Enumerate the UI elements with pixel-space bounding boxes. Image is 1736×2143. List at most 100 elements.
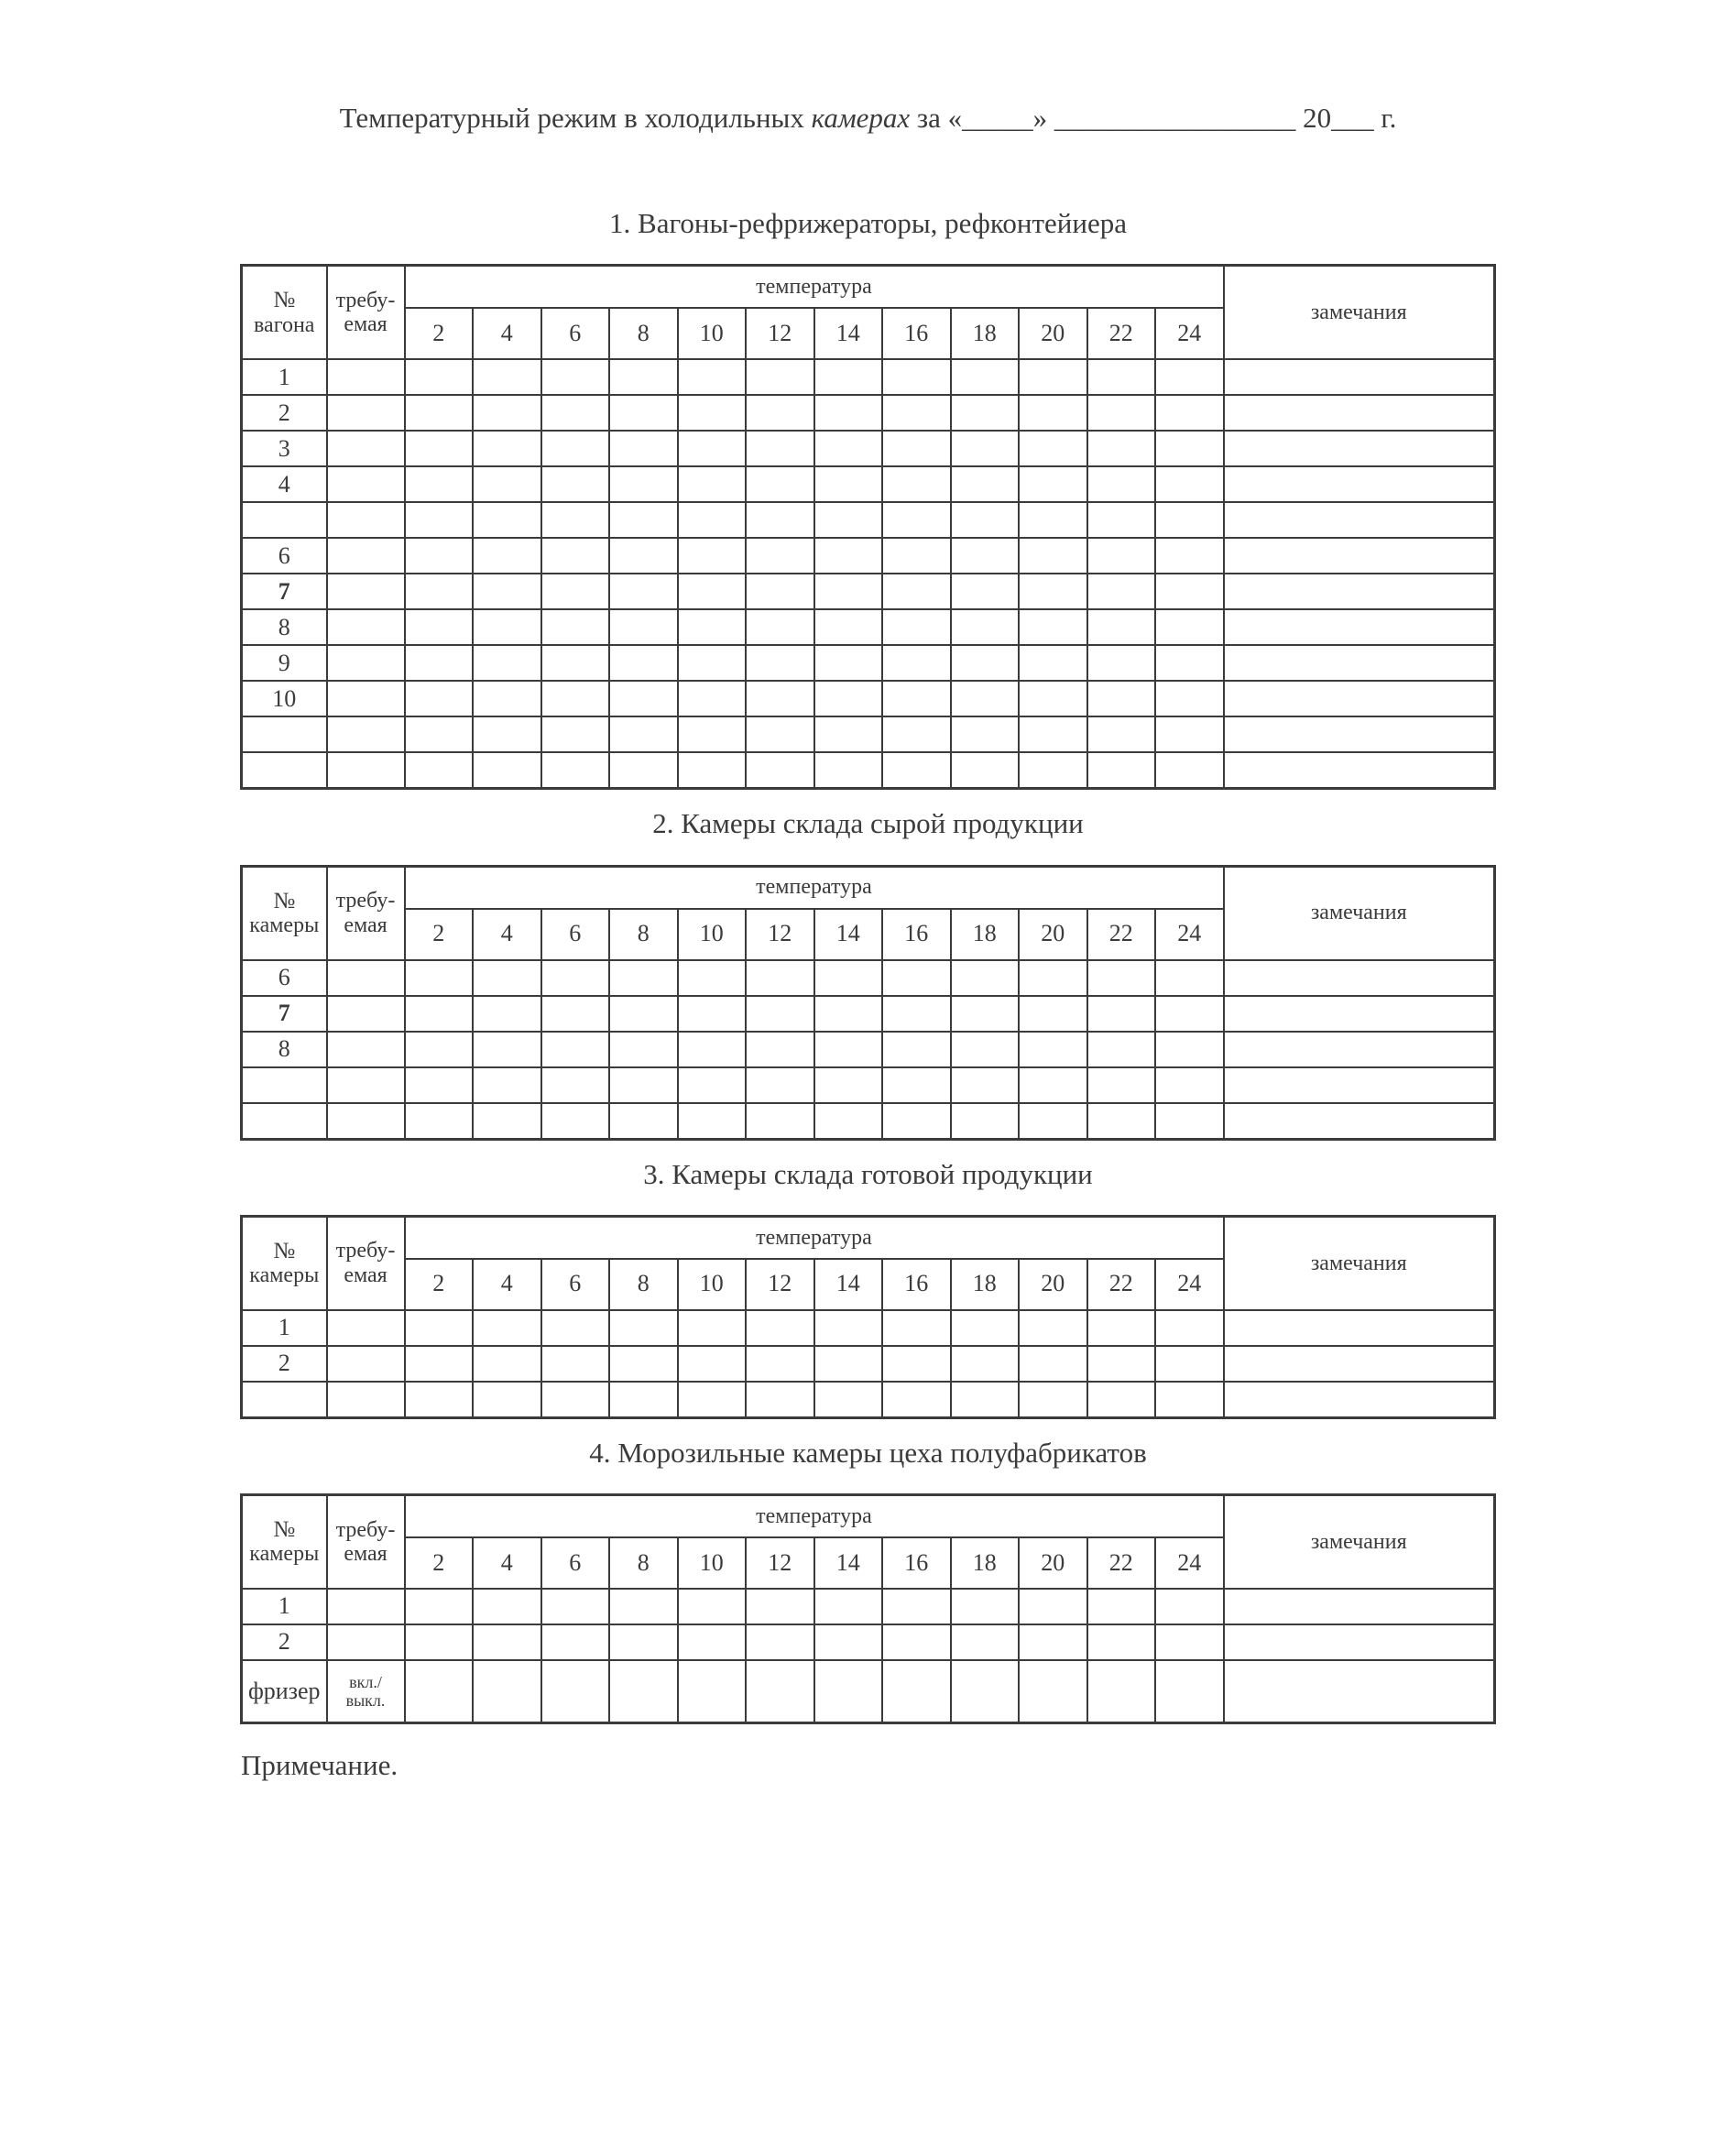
temp-reading-cell bbox=[472, 1308, 542, 1347]
temp-reading-cell bbox=[608, 1658, 679, 1724]
required-label-line1: требу- bbox=[335, 1517, 396, 1542]
table-row: 7 bbox=[240, 573, 1496, 611]
required-temp-cell bbox=[325, 465, 406, 504]
table-row: 4 bbox=[240, 465, 1496, 504]
table-row: 6 bbox=[240, 537, 1496, 575]
required-temp-cell: вкл./выкл. bbox=[325, 1658, 406, 1724]
row-number-cell: 6 bbox=[240, 537, 328, 575]
temp-reading-cell bbox=[745, 537, 815, 575]
temp-reading-cell bbox=[472, 537, 542, 575]
temp-reading-cell bbox=[881, 1030, 952, 1068]
temp-reading-cell bbox=[1018, 644, 1088, 683]
temp-reading-cell bbox=[745, 501, 815, 540]
numero-sign: № bbox=[273, 288, 296, 313]
temp-reading-cell bbox=[472, 751, 542, 790]
hours-header-row: 2 4 6 8 10 12 14 16 18 20 22 24 bbox=[242, 907, 1495, 961]
temp-reading-cell bbox=[540, 537, 610, 575]
hour-header: 24 bbox=[1154, 1257, 1225, 1311]
row-number-cell bbox=[240, 1101, 328, 1141]
temp-reading-cell bbox=[881, 358, 952, 397]
temp-reading-cell bbox=[1086, 994, 1156, 1033]
temp-reading-cell bbox=[881, 1587, 952, 1625]
temp-reading-cell bbox=[540, 358, 610, 397]
on-off-label-line2: выкл. bbox=[345, 1690, 386, 1710]
numero-sign: № bbox=[273, 1516, 296, 1542]
table-row: 1 bbox=[240, 1587, 1496, 1625]
temp-reading-cell bbox=[472, 1066, 542, 1104]
temp-reading-cell bbox=[881, 716, 952, 754]
required-temp-cell bbox=[325, 501, 406, 540]
temp-reading-cell bbox=[949, 430, 1020, 468]
required-label-line2: емая bbox=[344, 913, 388, 937]
section-heading: 2. Камеры склада сырой продукции bbox=[652, 807, 1084, 840]
temp-reading-cell bbox=[676, 716, 747, 754]
hours-header-row: 2 4 6 8 10 12 14 16 18 20 22 24 bbox=[242, 1257, 1495, 1311]
required-temp-cell bbox=[325, 537, 406, 575]
remarks-cell bbox=[1222, 1623, 1496, 1661]
temp-reading-cell bbox=[1086, 465, 1156, 504]
temp-reading-cell bbox=[745, 394, 815, 432]
temp-reading-cell bbox=[881, 1344, 952, 1383]
hour-header: 16 bbox=[881, 1257, 952, 1311]
table-row: 9 bbox=[240, 644, 1496, 683]
temp-reading-cell bbox=[745, 716, 815, 754]
temp-reading-cell bbox=[881, 394, 952, 432]
hour-header: 24 bbox=[1154, 907, 1225, 961]
temp-reading-cell bbox=[676, 1101, 747, 1141]
section-heading: 4. Морозильные камеры цеха полуфабрикато… bbox=[589, 1436, 1147, 1469]
temp-reading-cell bbox=[403, 1101, 474, 1141]
temp-reading-cell bbox=[403, 644, 474, 683]
temp-reading-cell bbox=[1154, 1587, 1225, 1625]
section-heading: 3. Камеры склада готовой продукции bbox=[643, 1157, 1093, 1190]
temp-reading-cell bbox=[1018, 1066, 1088, 1104]
table-row: 1 bbox=[240, 1308, 1496, 1347]
temp-reading-cell bbox=[813, 1101, 883, 1141]
required-temp-header: требу-емая bbox=[325, 1215, 406, 1311]
temp-reading-cell bbox=[949, 394, 1020, 432]
temp-reading-cell bbox=[403, 1623, 474, 1661]
hour-header: 12 bbox=[745, 1257, 815, 1311]
temp-reading-cell bbox=[745, 465, 815, 504]
hour-header: 16 bbox=[881, 907, 952, 961]
required-label-line1: требу- bbox=[335, 889, 396, 913]
temp-reading-cell bbox=[1086, 573, 1156, 611]
temp-reading-cell bbox=[1018, 994, 1088, 1033]
temp-reading-cell bbox=[403, 358, 474, 397]
row-number-unit-label: камеры bbox=[249, 1263, 320, 1288]
temp-reading-cell bbox=[472, 608, 542, 647]
row-number-cell: 9 bbox=[240, 644, 328, 683]
hour-header: 22 bbox=[1086, 307, 1156, 361]
title-text-prefix: Температурный режим в холодильных bbox=[339, 102, 804, 134]
required-temp-cell bbox=[325, 751, 406, 790]
temp-reading-cell bbox=[881, 958, 952, 997]
remarks-cell bbox=[1222, 608, 1496, 647]
row-number-cell: 2 bbox=[240, 1344, 328, 1383]
row-number-header: № камеры bbox=[240, 865, 328, 961]
temp-reading-cell bbox=[1154, 537, 1225, 575]
hour-header: 8 bbox=[608, 907, 679, 961]
hour-header: 14 bbox=[813, 307, 883, 361]
remarks-cell bbox=[1222, 1066, 1496, 1104]
temp-reading-cell bbox=[403, 994, 474, 1033]
temp-reading-cell bbox=[540, 680, 610, 718]
hour-header: 2 bbox=[403, 307, 474, 361]
temp-reading-cell bbox=[608, 573, 679, 611]
temp-reading-cell bbox=[676, 1066, 747, 1104]
temp-reading-cell bbox=[1018, 1380, 1088, 1419]
row-number-unit-label: камеры bbox=[249, 913, 320, 938]
temp-reading-cell bbox=[1154, 465, 1225, 504]
temp-reading-cell bbox=[403, 1344, 474, 1383]
hour-header: 16 bbox=[881, 1536, 952, 1590]
hour-header: 6 bbox=[540, 307, 610, 361]
remarks-header: замечания bbox=[1222, 865, 1496, 961]
temp-reading-cell bbox=[608, 958, 679, 997]
hour-header: 8 bbox=[608, 1257, 679, 1311]
temp-reading-cell bbox=[1086, 537, 1156, 575]
temp-reading-cell bbox=[540, 394, 610, 432]
required-temp-cell bbox=[325, 1308, 406, 1347]
temp-reading-cell bbox=[1154, 1380, 1225, 1419]
temp-reading-cell bbox=[1086, 430, 1156, 468]
hour-header: 24 bbox=[1154, 1536, 1225, 1590]
temp-reading-cell bbox=[881, 644, 952, 683]
temp-reading-cell bbox=[403, 465, 474, 504]
